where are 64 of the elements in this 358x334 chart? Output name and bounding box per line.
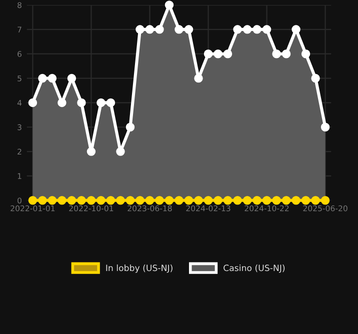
point bbox=[58, 196, 66, 205]
point bbox=[233, 25, 242, 34]
point bbox=[86, 147, 96, 156]
point bbox=[320, 122, 330, 132]
point bbox=[77, 98, 86, 108]
point bbox=[272, 196, 281, 205]
point bbox=[67, 74, 76, 83]
point bbox=[155, 196, 164, 205]
point bbox=[184, 25, 194, 34]
point bbox=[67, 196, 76, 205]
point bbox=[204, 49, 213, 58]
point bbox=[106, 98, 116, 108]
point bbox=[262, 196, 272, 205]
point bbox=[214, 196, 222, 205]
point bbox=[223, 49, 232, 58]
point bbox=[116, 196, 125, 205]
point bbox=[77, 196, 86, 205]
point bbox=[233, 196, 242, 205]
point bbox=[48, 196, 57, 205]
point bbox=[242, 196, 252, 205]
point bbox=[96, 196, 106, 205]
point bbox=[164, 0, 174, 10]
point bbox=[311, 74, 320, 83]
point bbox=[282, 196, 291, 205]
point bbox=[282, 49, 291, 58]
point bbox=[145, 25, 154, 34]
point bbox=[145, 196, 154, 205]
point bbox=[272, 49, 281, 58]
point bbox=[164, 196, 174, 205]
point bbox=[58, 98, 66, 108]
point bbox=[116, 147, 125, 156]
legend-label: In lobby (US-NJ) bbox=[106, 264, 172, 273]
legend-label: Casino (US-NJ) bbox=[224, 264, 285, 273]
point bbox=[214, 49, 222, 58]
point bbox=[320, 196, 330, 205]
point bbox=[28, 98, 38, 108]
point bbox=[292, 196, 300, 205]
point bbox=[38, 196, 47, 205]
point bbox=[223, 196, 232, 205]
point bbox=[194, 196, 203, 205]
point bbox=[301, 49, 310, 58]
point bbox=[194, 74, 203, 83]
point bbox=[311, 196, 320, 205]
point bbox=[301, 196, 310, 205]
point bbox=[126, 122, 135, 132]
point bbox=[184, 196, 194, 205]
point bbox=[28, 196, 38, 205]
point bbox=[48, 74, 57, 83]
point bbox=[292, 25, 300, 34]
point bbox=[136, 25, 144, 34]
point bbox=[38, 74, 47, 83]
point bbox=[136, 196, 144, 205]
point bbox=[242, 25, 252, 34]
point bbox=[252, 196, 262, 205]
point bbox=[262, 25, 272, 34]
point bbox=[174, 25, 184, 34]
point bbox=[252, 25, 262, 34]
point bbox=[96, 98, 106, 108]
point bbox=[86, 196, 96, 205]
point bbox=[126, 196, 135, 205]
point bbox=[106, 196, 116, 205]
point bbox=[204, 196, 213, 205]
point bbox=[174, 196, 184, 205]
point bbox=[155, 25, 164, 34]
